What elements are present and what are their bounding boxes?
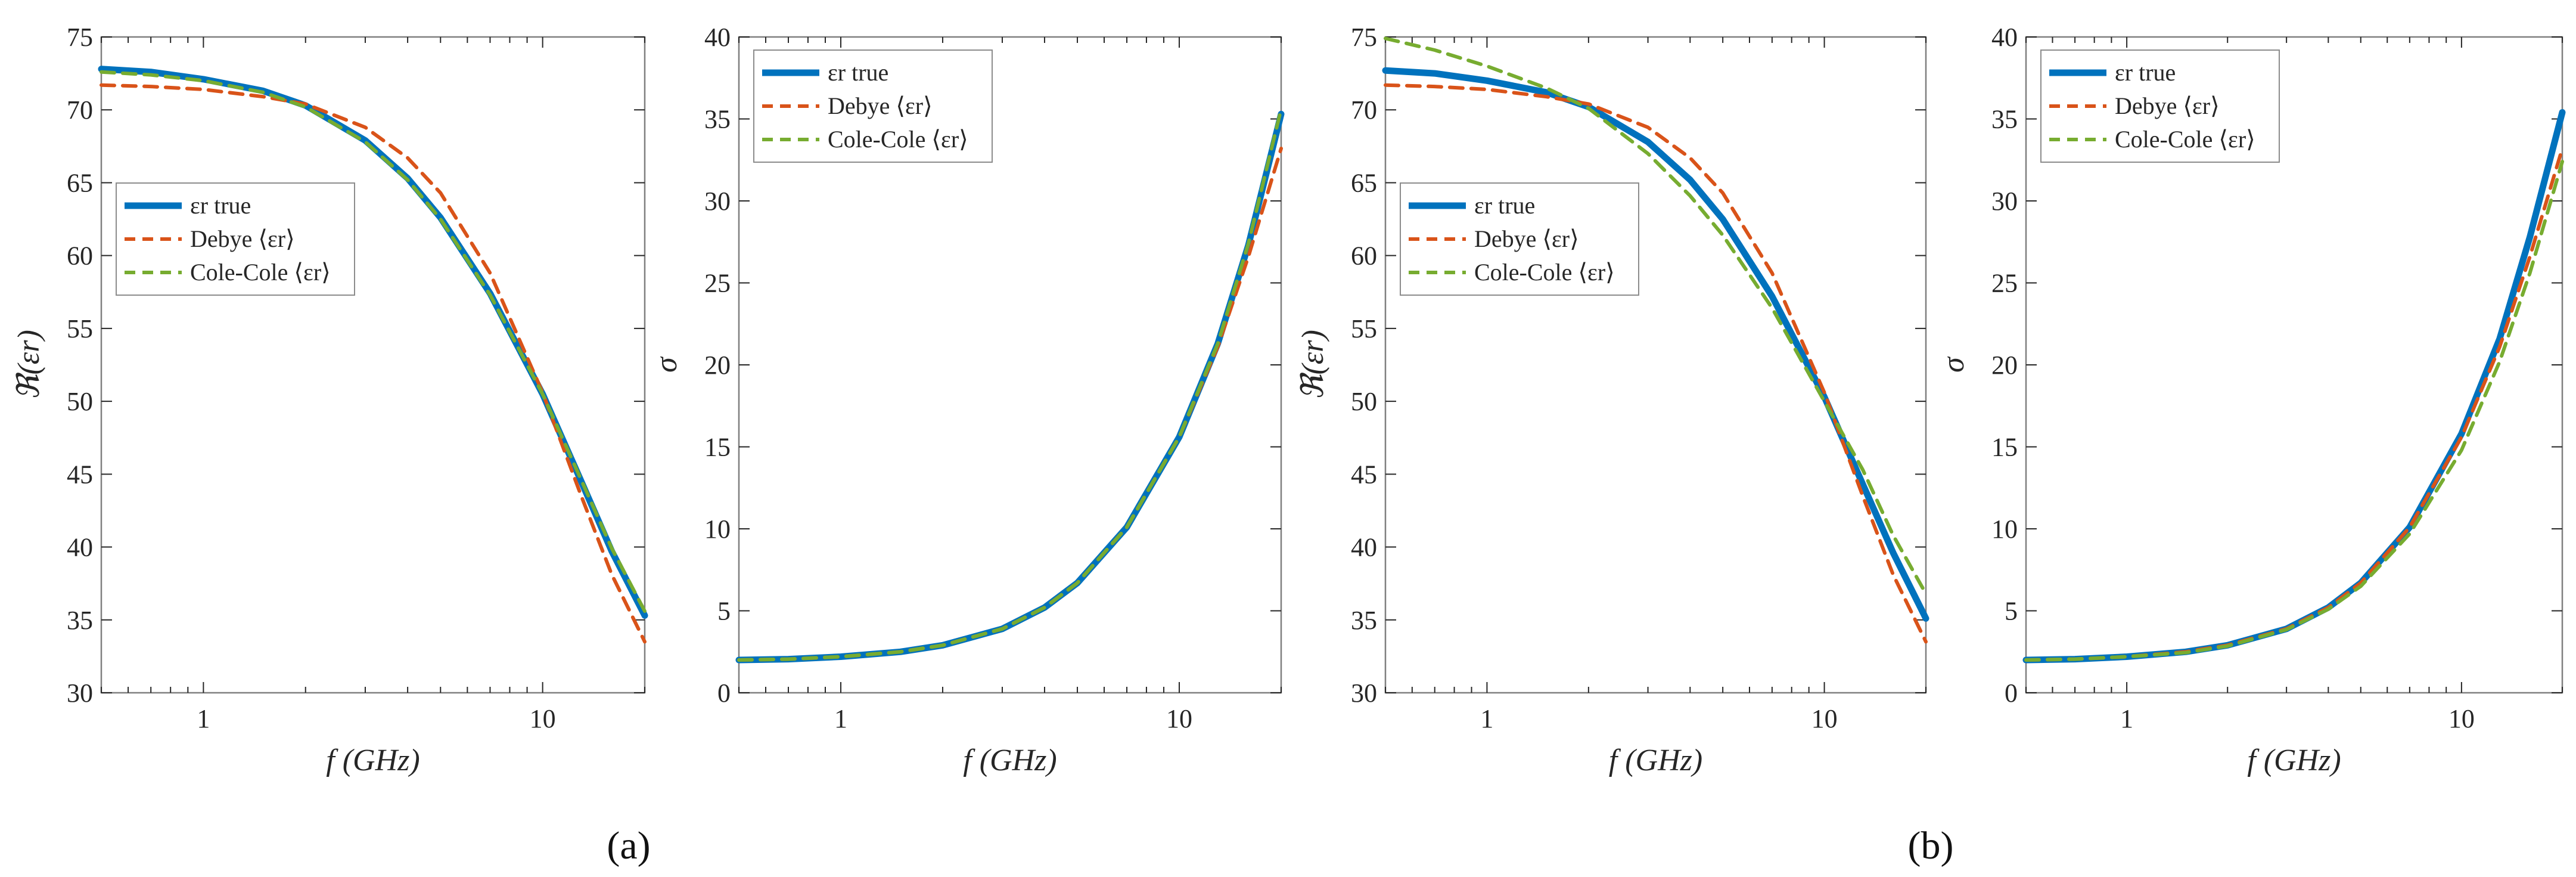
legend-label: εr true [828, 59, 888, 86]
y-tick-label: 65 [67, 168, 93, 197]
y-tick-label: 55 [1351, 314, 1377, 343]
legend-label: Cole-Cole ⟨εr⟩ [190, 259, 331, 286]
x-tick-label: 1 [2120, 704, 2133, 733]
y-tick-label: 45 [1351, 460, 1377, 489]
chart-4: 1 10 0 5 10 15 20 25 30 35 40 f (GHz) σ εr true Debye … [1937, 23, 2566, 777]
y-tick-label: 40 [1991, 23, 2018, 52]
x-axis-label: f (GHz) [326, 743, 420, 777]
legend-box [753, 49, 993, 163]
y-tick-label: 5 [2005, 597, 2018, 626]
y-tick-label: 5 [717, 597, 731, 626]
y-tick-label: 45 [67, 460, 93, 489]
series-line-debye [100, 83, 647, 644]
legend-label: εr true [2115, 59, 2176, 86]
y-tick-label: 20 [704, 351, 731, 380]
legend-label: Debye ⟨εr⟩ [828, 92, 933, 119]
panel-label-b: (b) [1908, 824, 1954, 867]
y-tick-label: 15 [704, 433, 731, 462]
y-tick-label: 35 [1351, 606, 1377, 635]
x-tick-label: 1 [197, 704, 210, 733]
x-tick-label: 10 [1811, 704, 1838, 733]
chart-2: 1 10 0 5 10 15 20 25 30 35 40 f (GHz) σ εr true Debye … [650, 23, 1285, 777]
chart-3: 1 10 30 35 40 45 50 55 60 65 70 75 f (GHz) ℜ(εr) εr tr… [1296, 23, 1929, 777]
y-tick-label: 50 [67, 387, 93, 416]
y-tick-label: 25 [1991, 269, 2018, 298]
y-tick-label: 60 [67, 241, 93, 271]
plot-area [100, 36, 646, 694]
y-tick-label: 30 [1991, 187, 2018, 216]
y-tick-label: 35 [704, 105, 731, 134]
y-axis-label: ℜ(εr) [1296, 330, 1330, 400]
y-tick-label: 35 [1991, 105, 2018, 134]
legend-label: Cole-Cole ⟨εr⟩ [2115, 126, 2255, 153]
y-axis-label: σ [1937, 356, 1971, 373]
y-axis-label: ℜ(εr) [12, 330, 46, 400]
y-tick-label: 75 [67, 23, 93, 52]
chart-1: 1 10 30 35 40 45 50 55 60 65 70 75 f (GHz) ℜ(εr) εr tr… [12, 23, 648, 777]
legend-label: Debye ⟨εr⟩ [2115, 92, 2220, 119]
legend-label: Cole-Cole ⟨εr⟩ [828, 126, 968, 153]
x-tick-label: 1 [1480, 704, 1493, 733]
y-tick-label: 70 [67, 95, 93, 125]
plot-area [1384, 36, 1927, 694]
y-tick-label: 70 [1351, 95, 1377, 125]
y-tick-label: 10 [704, 515, 731, 544]
y-tick-label: 75 [1351, 23, 1377, 52]
y-tick-label: 20 [1991, 351, 2018, 380]
x-tick-label: 10 [1166, 704, 1192, 733]
legend: εr true Debye ⟨εr⟩ Cole-Cole ⟨εr⟩ [1400, 182, 1639, 296]
x-axis-label: f (GHz) [963, 743, 1056, 777]
y-axis-label: σ [650, 356, 683, 373]
legend-label: εr true [190, 192, 251, 219]
y-tick-label: 25 [704, 269, 731, 298]
legend-box [1400, 182, 1639, 296]
y-tick-label: 50 [1351, 387, 1377, 416]
y-tick-label: 30 [1351, 678, 1377, 708]
y-tick-label: 10 [1991, 515, 2018, 544]
y-tick-label: 55 [67, 314, 93, 343]
legend-box [116, 182, 355, 296]
legend: εr true Debye ⟨εr⟩ Cole-Cole ⟨εr⟩ [753, 49, 993, 163]
series-line-true [1382, 67, 1929, 622]
legend-label: Debye ⟨εr⟩ [1474, 225, 1579, 252]
y-tick-label: 30 [67, 678, 93, 708]
series-line-debye [1384, 83, 1928, 644]
x-axis-label: f (GHz) [1609, 743, 1702, 777]
legend: εr true Debye ⟨εr⟩ Cole-Cole ⟨εr⟩ [116, 182, 355, 296]
x-tick-label: 10 [530, 704, 556, 733]
y-tick-label: 60 [1351, 241, 1377, 271]
y-tick-label: 40 [1351, 533, 1377, 562]
y-tick-label: 35 [67, 606, 93, 635]
x-tick-label: 10 [2448, 704, 2475, 733]
y-tick-label: 30 [704, 187, 731, 216]
legend-box [2040, 49, 2280, 163]
legend-label: Cole-Cole ⟨εr⟩ [1474, 259, 1615, 286]
x-axis-label: f (GHz) [2247, 743, 2341, 777]
y-tick-label: 15 [1991, 433, 2018, 462]
y-tick-label: 0 [717, 678, 731, 708]
y-tick-label: 40 [67, 533, 93, 562]
legend: εr true Debye ⟨εr⟩ Cole-Cole ⟨εr⟩ [2040, 49, 2280, 163]
legend-label: Debye ⟨εr⟩ [190, 225, 295, 252]
y-tick-label: 40 [704, 23, 731, 52]
legend-label: εr true [1474, 192, 1535, 219]
series-line-colecole [2024, 160, 2564, 662]
y-tick-label: 0 [2005, 678, 2018, 708]
series-line-colecole [737, 107, 1283, 662]
panel-label-a: (a) [607, 824, 650, 867]
y-tick-label: 65 [1351, 168, 1377, 197]
series-line-colecole [100, 70, 647, 613]
x-tick-label: 1 [834, 704, 847, 733]
series-line-colecole [1384, 36, 1928, 596]
